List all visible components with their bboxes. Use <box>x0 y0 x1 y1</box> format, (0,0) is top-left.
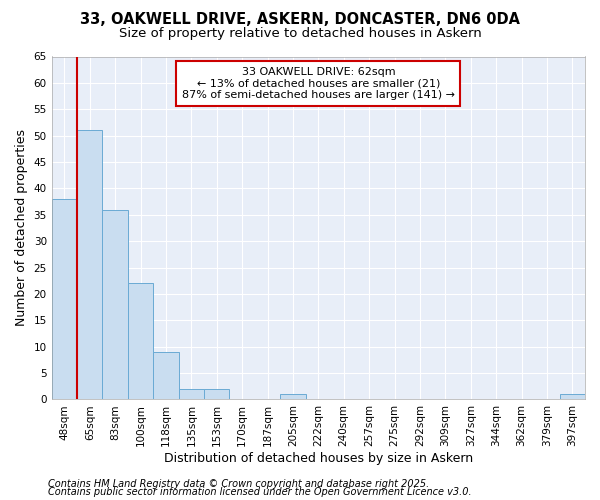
X-axis label: Distribution of detached houses by size in Askern: Distribution of detached houses by size … <box>164 452 473 465</box>
Text: 33, OAKWELL DRIVE, ASKERN, DONCASTER, DN6 0DA: 33, OAKWELL DRIVE, ASKERN, DONCASTER, DN… <box>80 12 520 28</box>
Bar <box>204 389 229 400</box>
Text: Contains HM Land Registry data © Crown copyright and database right 2025.: Contains HM Land Registry data © Crown c… <box>48 479 429 489</box>
Bar <box>77 130 103 400</box>
Bar <box>52 199 77 400</box>
Bar <box>103 210 128 400</box>
Text: Contains public sector information licensed under the Open Government Licence v3: Contains public sector information licen… <box>48 487 472 497</box>
Bar <box>128 284 153 400</box>
Text: Size of property relative to detached houses in Askern: Size of property relative to detached ho… <box>119 28 481 40</box>
Y-axis label: Number of detached properties: Number of detached properties <box>15 130 28 326</box>
Bar <box>153 352 179 400</box>
Bar <box>560 394 585 400</box>
Text: 33 OAKWELL DRIVE: 62sqm
← 13% of detached houses are smaller (21)
87% of semi-de: 33 OAKWELL DRIVE: 62sqm ← 13% of detache… <box>182 67 455 100</box>
Bar <box>280 394 305 400</box>
Bar <box>179 389 204 400</box>
